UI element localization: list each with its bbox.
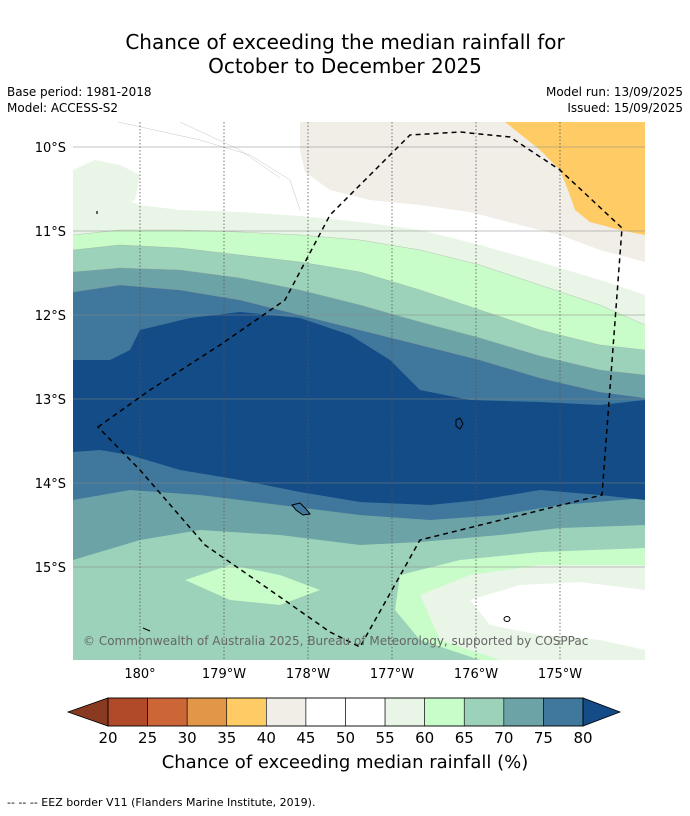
band-35-40: [505, 122, 645, 235]
lat-label: 13°S: [35, 393, 66, 408]
colorbar-cell: [107, 697, 148, 727]
lat-labels: 10°S 11°S 12°S 13°S 14°S 15°S: [35, 141, 66, 576]
eez-border: [96, 131, 623, 648]
colorbar-cell: [543, 697, 584, 727]
colorbar-ticks: 20 25 30 35 40 45 50 55 60 65 70 75 80: [98, 729, 592, 747]
lat-label: 10°S: [35, 141, 66, 156]
island-south: [503, 616, 511, 622]
colorbar-cell: [147, 697, 188, 727]
meta-right: Model run: 13/09/2025 Issued: 15/09/2025: [546, 84, 683, 116]
island-southwest: [142, 627, 151, 632]
lat-label: 15°S: [35, 561, 66, 576]
colorbar-tick-label: 25: [138, 729, 157, 747]
lat-label: 12°S: [35, 309, 66, 324]
lon-label: 179°W: [202, 667, 246, 682]
colorbar-cell: [186, 697, 228, 727]
colorbar-cell: [226, 697, 267, 727]
lon-label: 180°: [124, 667, 155, 682]
lon-label: 177°W: [370, 667, 414, 682]
issued-date: Issued: 15/09/2025: [567, 101, 683, 115]
eez-footnote: -- -- -- EEZ border V11 (Flanders Marine…: [7, 796, 316, 809]
island-wallis: [455, 417, 464, 430]
colorbar-tick-label: 60: [415, 729, 434, 747]
colorbar: 20 25 30 35 40 45 50 55 60 65 70 75 80: [66, 697, 622, 747]
colorbar-tick-label: 70: [494, 729, 513, 747]
colorbar-tick-label: 50: [336, 729, 355, 747]
colorbar-tick-label: 35: [217, 729, 236, 747]
colorbar-cell: [424, 697, 465, 727]
colorbar-cells: [107, 697, 584, 727]
gridlines: [73, 146, 645, 568]
lon-label: 175°W: [538, 667, 582, 682]
map-title: Chance of exceeding the median rainfall …: [0, 30, 690, 78]
meta-left: Base period: 1981-2018 Model: ACCESS-S2: [7, 84, 152, 116]
lon-labels: 180° 179°W 178°W 177°W 176°W 175°W: [124, 667, 582, 682]
lon-label: 176°W: [454, 667, 498, 682]
meridians: [139, 122, 561, 660]
colorbar-label: Chance of exceeding median rainfall (%): [161, 752, 529, 773]
lat-label: 14°S: [35, 477, 66, 492]
model-name: Model: ACCESS-S2: [7, 101, 119, 115]
colorbar-tick-label: 55: [376, 729, 395, 747]
band-55-60: [73, 122, 645, 660]
map-area: © Commonwealth of Australia 2025, Bureau…: [73, 122, 645, 660]
lat-label: 11°S: [35, 225, 66, 240]
colorbar-tick-label: 65: [455, 729, 474, 747]
colorbar-tick-label: 45: [296, 729, 315, 747]
colorbar-tick-label: 30: [178, 729, 197, 747]
colorbar-cell: [463, 697, 505, 727]
colorbar-cell: [503, 697, 544, 727]
colorbar-over-arrow: [582, 697, 622, 727]
title-line-1: Chance of exceeding the median rainfall …: [125, 30, 565, 54]
colorbar-cell: [345, 697, 386, 727]
copyright-notice: © Commonwealth of Australia 2025, Bureau…: [83, 634, 588, 648]
band-55-60-topleft: [73, 160, 140, 212]
colorbar-cell: [384, 697, 425, 727]
colorbar-cell: [305, 697, 346, 727]
base-period: Base period: 1981-2018: [7, 85, 152, 99]
band-80-plus: [73, 312, 645, 505]
colorbar-tick-label: 20: [98, 729, 117, 747]
colorbar-under-arrow: [66, 697, 109, 727]
lon-label: 178°W: [286, 667, 330, 682]
colorbar-tick-label: 80: [573, 729, 592, 747]
model-run: Model run: 13/09/2025: [545, 85, 683, 99]
colorbar-frame: [107, 697, 584, 727]
colorbar-cell: [266, 697, 307, 727]
title-line-2: October to December 2025: [208, 54, 482, 78]
colorbar-tick-label: 40: [257, 729, 276, 747]
island-upolu: [291, 502, 311, 516]
colorbar-tick-label: 75: [534, 729, 553, 747]
